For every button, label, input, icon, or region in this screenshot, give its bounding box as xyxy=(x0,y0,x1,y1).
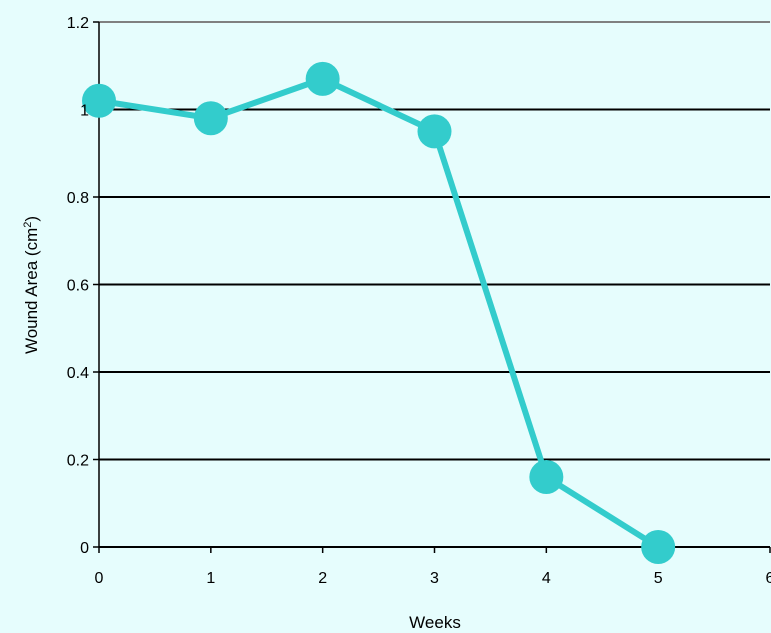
series-layer xyxy=(82,61,676,564)
y-axis-title: Wound Area (cm2) xyxy=(22,216,41,354)
x-tick-label-0: 0 xyxy=(95,570,104,587)
x-tick-label-5: 5 xyxy=(654,570,663,587)
y-axis-title-suffix: ) xyxy=(22,216,41,222)
y-tick-label-4: 0.8 xyxy=(67,190,89,207)
gridlines xyxy=(99,21,770,548)
y-tick-label-1: 0.2 xyxy=(67,453,89,470)
x-axis-title: Weeks xyxy=(409,613,461,632)
x-tick-label-2: 2 xyxy=(318,570,327,587)
data-point-2 xyxy=(305,61,340,96)
x-tick-label-6: 6 xyxy=(766,570,771,587)
data-point-0 xyxy=(82,83,116,118)
y-tick-label-3: 0.6 xyxy=(67,278,89,295)
x-tick-label-3: 3 xyxy=(430,570,439,587)
y-tick-label-2: 0.4 xyxy=(67,365,89,382)
data-point-5 xyxy=(641,530,676,564)
y-axis-title-superscript: 2 xyxy=(22,222,34,228)
data-point-4 xyxy=(529,460,564,494)
axes xyxy=(93,21,771,553)
x-tick-label-1: 1 xyxy=(206,570,215,587)
y-axis-title-main: Wound Area (cm xyxy=(22,228,41,354)
data-point-1 xyxy=(193,101,228,136)
x-tick-label-4: 4 xyxy=(542,570,551,587)
y-tick-label-0: 0 xyxy=(80,540,89,557)
series-line-0 xyxy=(98,75,660,550)
data-point-3 xyxy=(417,114,452,149)
tick-labels: 0 0.2 0.4 0.6 0.8 1 1.2 0 1 2 3 4 5 6 xyxy=(67,15,771,587)
y-tick-label-5: 1 xyxy=(80,103,89,120)
y-tick-label-6: 1.2 xyxy=(67,15,89,32)
